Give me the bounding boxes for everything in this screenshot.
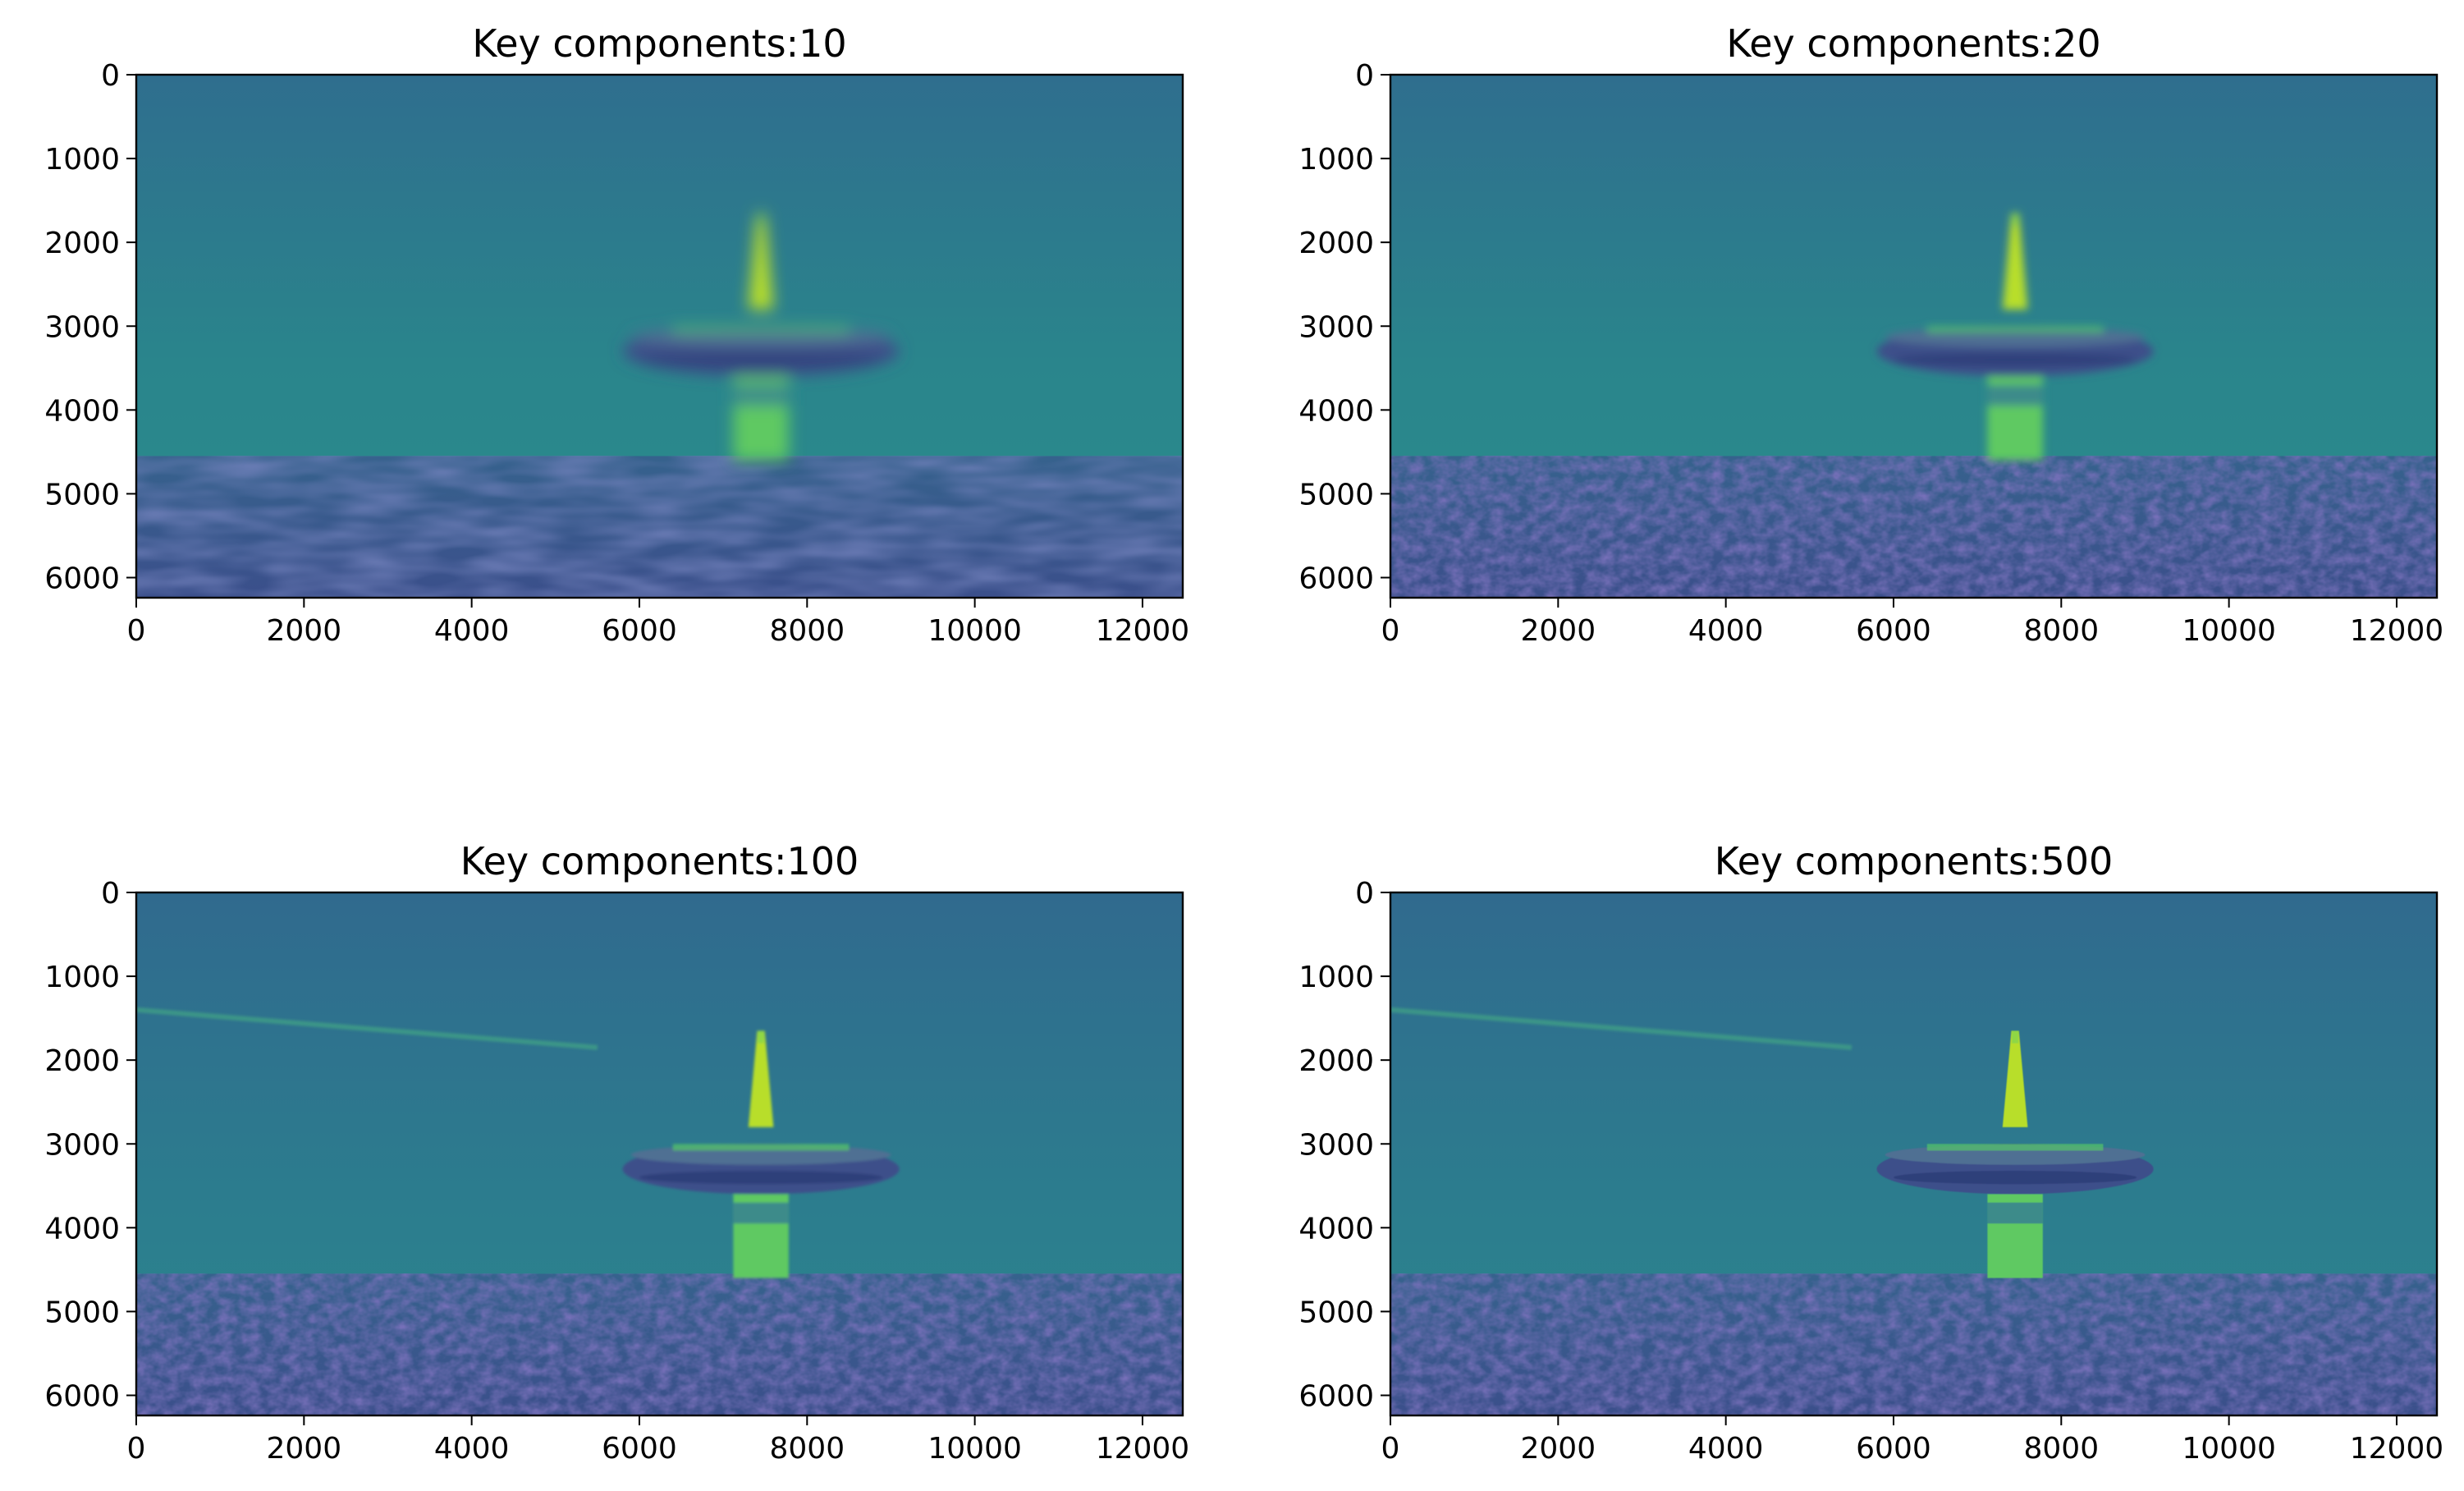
- y-tick-label: 4000: [44, 394, 120, 428]
- subplot-4: Key components:5000 2000 4000 6000 8000 10000…: [1298, 839, 2443, 1466]
- ground-texture: [136, 456, 1183, 598]
- x-tick-label: 4000: [1688, 1432, 1764, 1466]
- heatmap-image: [1390, 75, 2437, 598]
- contrail: [1390, 1007, 1853, 1050]
- y-tick-label: 3000: [1298, 310, 1374, 344]
- y-tick-label: 1000: [44, 961, 120, 994]
- y-tick-label: 0: [1355, 59, 1374, 93]
- ground-texture: [136, 1273, 1183, 1415]
- tower: [1876, 213, 2154, 461]
- axes-frame: [1389, 891, 2439, 1417]
- y-tick-label: 1000: [1298, 961, 1374, 994]
- heatmap-image: [136, 892, 1183, 1415]
- x-tick-label: 10000: [927, 614, 1022, 648]
- x-tick-label: 10000: [2182, 1432, 2276, 1466]
- axes-frame: [135, 891, 1184, 1417]
- y-tick-label: 0: [1355, 877, 1374, 911]
- x-tick-label: 4000: [434, 1432, 510, 1466]
- x-tick-label: 2000: [267, 1432, 342, 1466]
- x-tick-label: 12000: [2350, 614, 2444, 648]
- subplot-3: Key components:1000 2000 4000 6000 8000 10000…: [44, 839, 1189, 1466]
- y-tick-label: 3000: [1298, 1128, 1374, 1162]
- heatmap-image: [1390, 892, 2437, 1415]
- x-tick-label: 0: [1381, 1432, 1400, 1466]
- y-tick-label: 6000: [44, 562, 120, 596]
- tower-spire: [748, 213, 774, 310]
- tower-spire: [2002, 1030, 2028, 1127]
- y-tick-label: 2000: [1298, 1044, 1374, 1078]
- x-tick-label: 6000: [1856, 614, 1931, 648]
- x-tick-label: 4000: [1688, 614, 1764, 648]
- x-tick-label: 6000: [602, 1432, 677, 1466]
- heatmap-image: [136, 75, 1183, 598]
- axes-frame: [1389, 73, 2439, 599]
- y-tick-label: 5000: [44, 1296, 120, 1329]
- x-tick-label: 0: [127, 1432, 146, 1466]
- subplot-title: Key components:10: [472, 21, 846, 66]
- y-tick-label: 5000: [44, 478, 120, 512]
- y-tick-label: 2000: [1298, 227, 1374, 260]
- x-tick-label: 8000: [769, 1432, 845, 1466]
- y-tick-label: 1000: [1298, 143, 1374, 177]
- x-tick-label: 10000: [927, 1432, 1022, 1466]
- x-tick-label: 6000: [1856, 1432, 1931, 1466]
- y-tick-label: 1000: [44, 143, 120, 177]
- x-tick-label: 8000: [2023, 1432, 2099, 1466]
- ground-texture: [1390, 1273, 2437, 1415]
- y-tick-label: 6000: [1298, 562, 1374, 596]
- y-tick-label: 0: [101, 59, 120, 93]
- x-tick-label: 4000: [434, 614, 510, 648]
- subplot-title: Key components:500: [1715, 839, 2114, 883]
- y-tick-label: 3000: [44, 1128, 120, 1162]
- y-tick-label: 3000: [44, 310, 120, 344]
- y-tick-label: 5000: [1298, 1296, 1374, 1329]
- x-tick-label: 6000: [602, 614, 677, 648]
- y-tick-label: 6000: [44, 1380, 120, 1414]
- tower-spire: [2002, 213, 2028, 310]
- ground-texture: [1390, 456, 2437, 598]
- y-tick-label: 4000: [44, 1212, 120, 1246]
- contrail: [136, 1007, 598, 1050]
- x-tick-label: 12000: [1096, 614, 1190, 648]
- tower: [622, 213, 900, 461]
- tower-spire: [748, 1030, 774, 1127]
- subplot-1: Key components:100 2000 4000 6000 8000 10000 1…: [44, 21, 1189, 648]
- y-tick-label: 5000: [1298, 478, 1374, 512]
- y-tick-label: 6000: [1298, 1380, 1374, 1414]
- x-tick-label: 12000: [1096, 1432, 1190, 1466]
- x-tick-label: 10000: [2182, 614, 2276, 648]
- subplot-2: Key components:200 2000 4000 6000 8000 10000 1…: [1298, 21, 2443, 648]
- x-tick-label: 8000: [2023, 614, 2099, 648]
- y-tick-label: 4000: [1298, 394, 1374, 428]
- tower: [622, 1030, 900, 1278]
- x-tick-label: 0: [127, 614, 146, 648]
- x-tick-label: 12000: [2350, 1432, 2444, 1466]
- x-tick-label: 2000: [1521, 614, 1596, 648]
- x-tick-label: 8000: [769, 614, 845, 648]
- x-tick-label: 2000: [1521, 1432, 1596, 1466]
- subplot-title: Key components:20: [1726, 21, 2100, 66]
- y-tick-label: 2000: [44, 1044, 120, 1078]
- x-tick-label: 0: [1381, 614, 1400, 648]
- x-tick-label: 2000: [267, 614, 342, 648]
- y-tick-label: 2000: [44, 227, 120, 260]
- y-tick-label: 4000: [1298, 1212, 1374, 1246]
- y-tick-label: 0: [101, 877, 120, 911]
- axes-frame: [135, 73, 1184, 599]
- tower: [1876, 1030, 2154, 1278]
- subplot-title: Key components:100: [460, 839, 859, 883]
